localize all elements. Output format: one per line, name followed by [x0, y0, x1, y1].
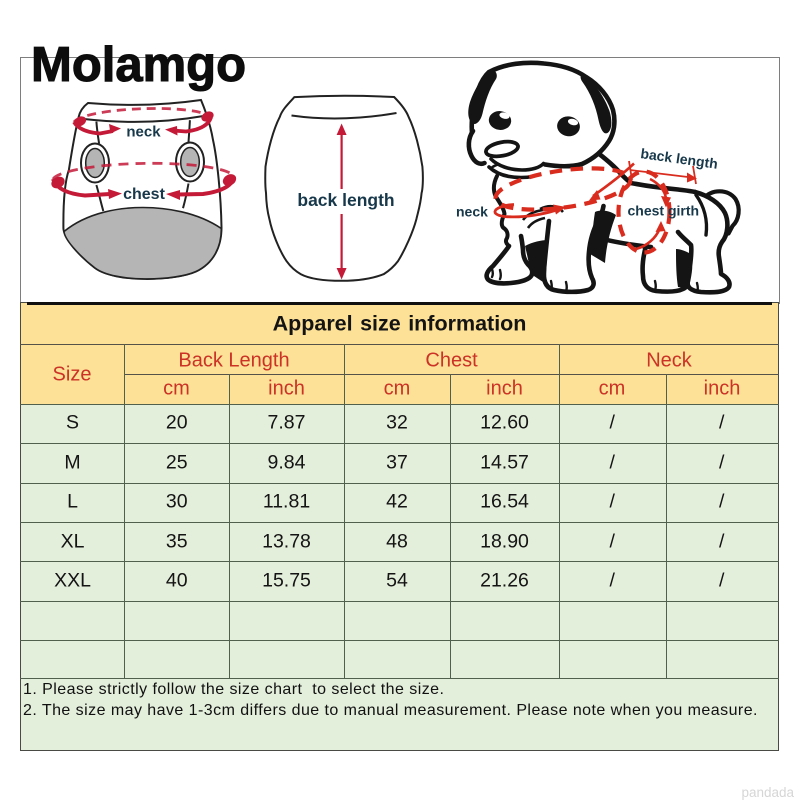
svg-text:back length: back length [297, 190, 394, 210]
svg-text:back length: back length [640, 145, 719, 172]
svg-text:chest girth: chest girth [628, 203, 700, 219]
svg-text:neck: neck [126, 124, 161, 141]
svg-text:chest: chest [123, 186, 165, 203]
svg-text:neck: neck [456, 204, 488, 220]
